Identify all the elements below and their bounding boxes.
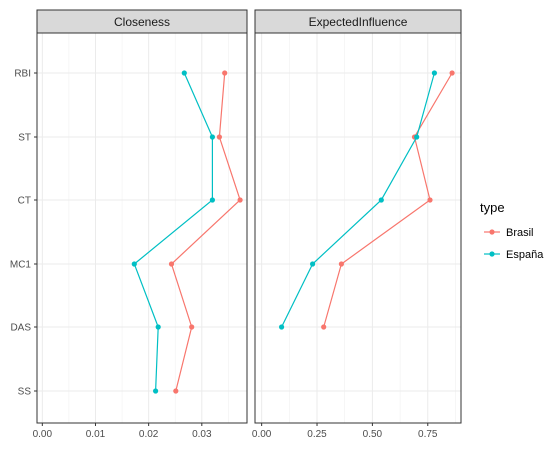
plot-background: [255, 33, 461, 423]
x-tick-label: 0.25: [307, 429, 327, 440]
y-tick-label: ST: [18, 133, 31, 144]
data-point-brasil: [173, 388, 179, 394]
legend-label: Brasil: [506, 227, 534, 239]
panel-border: [36, 32, 248, 424]
data-point-espana: [155, 324, 161, 330]
data-point-brasil: [427, 197, 433, 203]
data-point-espana: [279, 324, 285, 330]
legend: type Brasil España: [480, 200, 544, 261]
series-line-espana: [133, 72, 213, 392]
x-tick-label: 0.00: [33, 429, 53, 440]
data-point-espana: [209, 197, 215, 203]
series-line-brasil: [170, 72, 241, 392]
data-point-espana: [414, 134, 420, 140]
legend-title: type: [480, 200, 505, 215]
x-tick-label: 0.03: [192, 429, 212, 440]
x-tick-label: 0.01: [86, 429, 106, 440]
data-point-espana: [378, 197, 384, 203]
strip-title: Closeness: [114, 15, 170, 29]
legend-key-point: [489, 251, 495, 257]
panel-expectedinfluence: ExpectedInfluence 0.00 0.25 0.50 0.75: [252, 9, 462, 440]
panel-closeness: Closeness 0.00 0.01 0.02 0.03: [33, 9, 248, 440]
data-point-brasil: [168, 261, 175, 267]
x-tick-label: 0.02: [139, 429, 159, 440]
data-point-brasil: [338, 261, 344, 267]
data-point-brasil: [222, 70, 228, 76]
strip-title: ExpectedInfluence: [309, 15, 408, 29]
y-tick-label: CT: [18, 196, 31, 207]
plot-background: [37, 33, 247, 423]
data-point-espana: [431, 70, 437, 76]
data-point-espana: [153, 388, 159, 394]
legend-item-brasil: Brasil: [484, 227, 534, 239]
data-point-brasil: [189, 324, 195, 330]
x-tick-label: 0.75: [418, 429, 438, 440]
y-tick-label: MC1: [10, 260, 32, 271]
y-axis: RBI ST CT MC1 DAS SS: [10, 69, 37, 398]
y-tick-label: RBI: [14, 69, 31, 80]
data-point-espana: [310, 261, 316, 267]
legend-label: España: [506, 249, 544, 261]
y-tick-label: DAS: [10, 323, 31, 334]
legend-key-point: [489, 229, 495, 235]
panels-layer: Closeness 0.00 0.01 0.02 0.03 ExpectedInfluen…: [33, 9, 462, 440]
y-tick-label: SS: [18, 387, 32, 398]
x-tick-label: 0.00: [252, 429, 272, 440]
data-point-espana: [131, 261, 137, 267]
data-point-brasil: [449, 70, 455, 76]
data-point-espana: [209, 134, 215, 140]
data-point-brasil: [216, 134, 222, 140]
panel-border: [254, 32, 462, 424]
data-point-brasil: [237, 197, 243, 203]
x-tick-label: 0.50: [363, 429, 383, 440]
data-point-brasil: [321, 324, 327, 330]
legend-item-espana: España: [484, 249, 544, 261]
data-point-espana: [181, 70, 187, 76]
